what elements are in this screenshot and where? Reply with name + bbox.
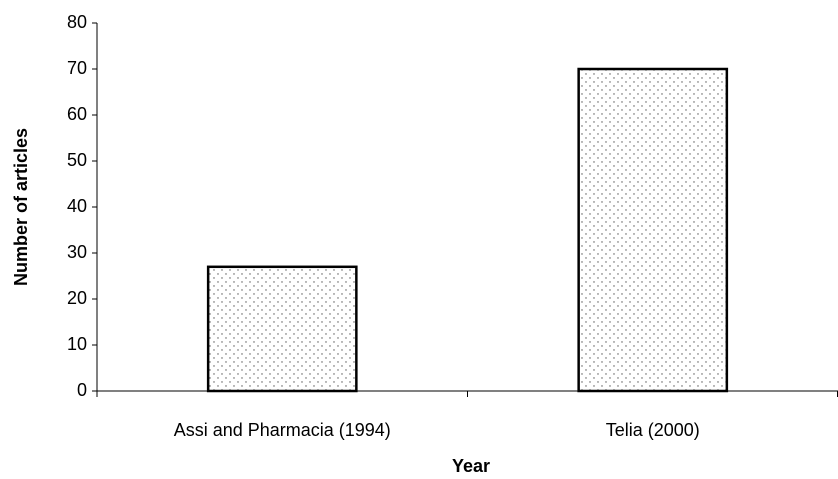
y-tick-label: 20 [67,288,87,308]
x-tick-label: Assi and Pharmacia (1994) [174,420,391,440]
y-tick-label: 70 [67,58,87,78]
y-tick-label: 10 [67,334,87,354]
x-tick-label: Telia (2000) [606,420,700,440]
y-tick-label: 40 [67,196,87,216]
bar [206,265,358,393]
y-tick-label: 60 [67,104,87,124]
y-tick-label: 30 [67,242,87,262]
y-axis-title: Number of articles [11,128,31,286]
x-axis-title: Year [452,456,490,476]
y-tick-label: 50 [67,150,87,170]
y-tick-label: 0 [77,380,87,400]
bar [577,67,729,393]
y-tick-label: 80 [67,12,87,32]
